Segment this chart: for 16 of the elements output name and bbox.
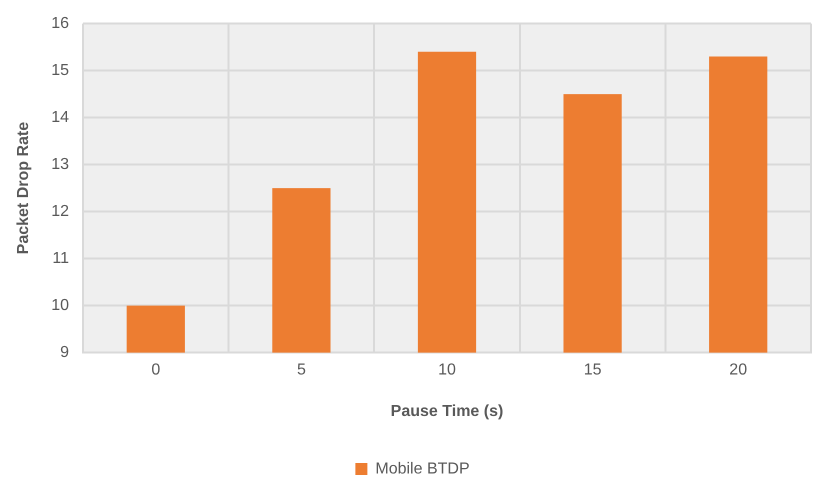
y-tick-label: 14 — [51, 109, 70, 126]
y-tick-label: 11 — [52, 250, 70, 268]
x-tick-label: 5 — [296, 362, 306, 379]
legend-label: Mobile BTDP — [375, 460, 470, 478]
y-tick-label: 13 — [51, 156, 70, 174]
y-tick-label: 9 — [60, 344, 70, 362]
x-axis-title: Pause Time (s) — [390, 402, 504, 420]
y-tick-label: 12 — [51, 203, 70, 220]
y-axis-title: Packet Drop Rate — [15, 122, 32, 254]
x-tick-label: 10 — [438, 362, 456, 379]
y-tick-label: 15 — [51, 62, 70, 80]
x-tick-label: 15 — [584, 362, 602, 379]
x-tick-label: 20 — [729, 362, 748, 379]
y-tick-label: 16 — [51, 15, 70, 32]
x-tick-label: 0 — [151, 362, 160, 379]
y-tick-label: 10 — [51, 297, 70, 314]
